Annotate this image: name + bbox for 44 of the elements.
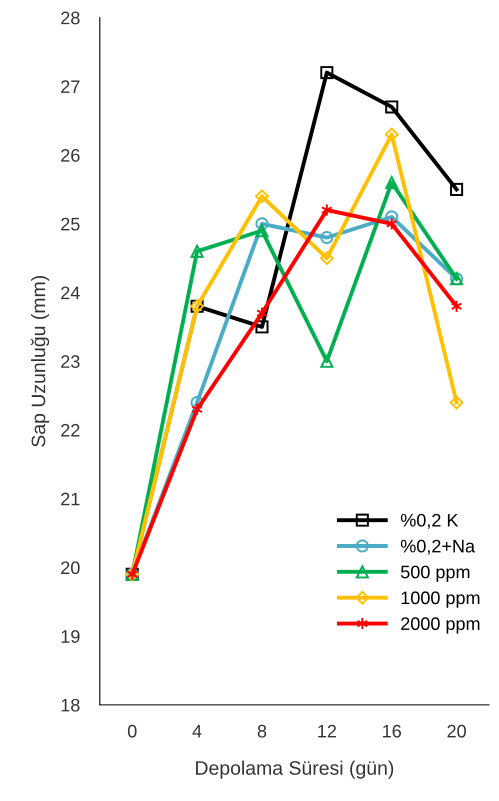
- y-tick-label: 18: [62, 698, 80, 712]
- y-tick-label: 22: [61, 424, 80, 437]
- point: [385, 100, 398, 114]
- legend-label: 1000 ppm: [402, 591, 480, 608]
- point: [255, 189, 269, 204]
- point: [255, 320, 269, 334]
- x-tick-label: 8: [258, 724, 266, 738]
- y-tick-label: 23: [61, 355, 80, 368]
- y-tick-label: 28: [61, 12, 80, 24]
- point: [191, 402, 203, 416]
- point: [320, 354, 334, 368]
- point: [255, 217, 269, 230]
- legend-label: 500 ppm: [400, 566, 470, 582]
- y-axis-title: Sap Uzunluğu (mm): [30, 276, 50, 447]
- x-tick-label: 16: [383, 724, 401, 738]
- x-tick-label: 12: [318, 724, 336, 738]
- y-tick-label: 19: [62, 630, 80, 643]
- y-tick-label: 25: [61, 218, 80, 231]
- point: [190, 244, 204, 258]
- point: [385, 176, 398, 190]
- point: [385, 210, 398, 224]
- point: [384, 128, 399, 142]
- point: [321, 204, 333, 217]
- point: [450, 396, 464, 410]
- point: [450, 300, 462, 313]
- point: [255, 224, 269, 238]
- point: [256, 306, 268, 320]
- point: [320, 251, 334, 266]
- legend-label: %0,2+Na: [400, 540, 476, 555]
- y-tick-label: 21: [61, 492, 80, 506]
- point: [386, 217, 398, 230]
- x-tick-label: 20: [447, 724, 466, 738]
- y-tick-label: 20: [61, 561, 80, 574]
- y-tick-label: 27: [61, 80, 80, 93]
- y-tick-label: 24: [61, 286, 80, 300]
- legend-label: %0,2 K: [400, 514, 458, 529]
- point: [450, 182, 464, 196]
- legend-label: 2000 ppm: [401, 617, 480, 634]
- x-tick-label: 4: [192, 724, 202, 738]
- y-tick-label: 26: [61, 149, 80, 162]
- point: [320, 66, 334, 80]
- x-tick-label: 0: [128, 724, 137, 738]
- point: [320, 231, 334, 244]
- x-axis-title: Depolama Süresi (gün): [196, 760, 394, 779]
